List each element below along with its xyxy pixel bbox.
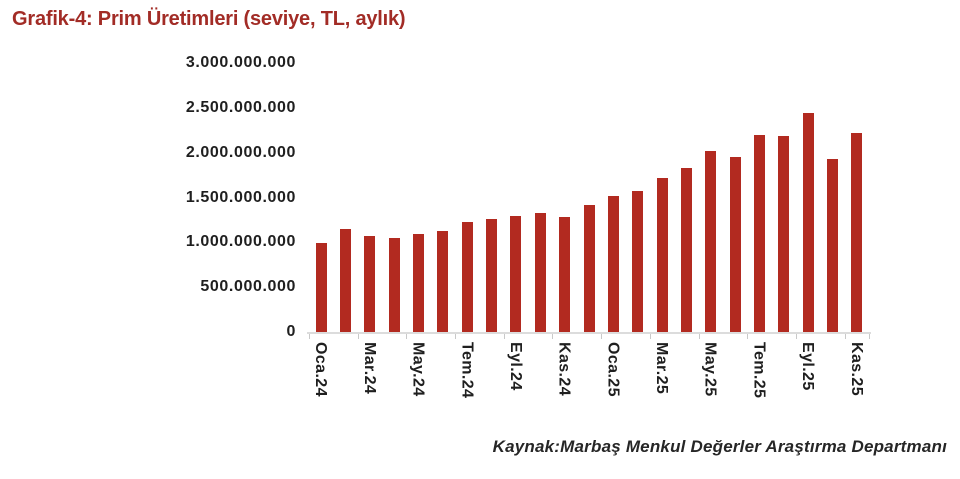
x-axis-line bbox=[307, 332, 871, 334]
x-axis-tick bbox=[698, 334, 700, 339]
bar-Haz.25 bbox=[729, 157, 741, 332]
bar-Ağu.24 bbox=[486, 219, 498, 332]
x-axis-tick-label: May.24 bbox=[409, 342, 427, 397]
x-axis-tick-label: Mar.25 bbox=[653, 342, 671, 395]
bar-Haz.24 bbox=[437, 230, 449, 332]
x-axis-tick-label: Oca.24 bbox=[312, 342, 330, 397]
y-axis-tick-label: 1.500.000.000 bbox=[185, 188, 296, 206]
x-axis-tick bbox=[309, 334, 310, 339]
x-axis-tick bbox=[795, 334, 797, 339]
bar-Tem.24 bbox=[461, 221, 473, 332]
x-axis-tick bbox=[357, 334, 359, 339]
bar-Ara.24 bbox=[583, 204, 595, 332]
y-axis-tick-label: 3.000.000.000 bbox=[185, 54, 296, 71]
bar-Eki.24 bbox=[534, 212, 546, 332]
x-axis-tick-label: Kas.25 bbox=[847, 342, 865, 396]
bar-Eyl.24 bbox=[510, 216, 522, 332]
bar-Nis.25 bbox=[680, 167, 692, 332]
bar-Kas.24 bbox=[559, 217, 571, 332]
bar-Mar.24 bbox=[364, 236, 376, 332]
bar-Oca.24 bbox=[315, 243, 327, 332]
x-axis-tick-label: May.25 bbox=[701, 342, 719, 397]
x-axis-tick bbox=[406, 334, 408, 339]
bar-Nis.24 bbox=[388, 237, 400, 332]
x-axis-tick bbox=[844, 334, 846, 339]
bar-Mar.25 bbox=[656, 177, 668, 332]
x-axis-tick bbox=[869, 334, 870, 339]
x-axis-tick-label: Tem.25 bbox=[750, 342, 768, 399]
bar-Kas.25 bbox=[851, 132, 863, 332]
x-axis-tick-label: Eyl.24 bbox=[506, 342, 524, 391]
bar-Ağu.25 bbox=[778, 135, 790, 332]
x-axis-tick bbox=[552, 334, 554, 339]
y-axis-tick-label: 0 bbox=[286, 323, 296, 340]
y-axis-tick-label: 1.000.000.000 bbox=[185, 233, 296, 251]
x-axis-tick-label: Tem.24 bbox=[458, 342, 476, 399]
x-axis-tick-label: Eyl.25 bbox=[799, 342, 817, 391]
x-axis-tick bbox=[503, 334, 505, 339]
chart-title: Grafik-4: Prim Üretimleri (seviye, TL, a… bbox=[12, 8, 406, 30]
bar-Eki.25 bbox=[826, 158, 838, 332]
x-axis-tick-label: Mar.24 bbox=[360, 342, 378, 395]
y-axis-tick-label: 500.000.000 bbox=[200, 278, 296, 296]
y-axis-tick-label: 2.500.000.000 bbox=[185, 98, 296, 116]
bar-Oca.25 bbox=[607, 195, 619, 332]
bar-May.24 bbox=[413, 234, 425, 332]
x-axis-tick-label: Oca.25 bbox=[604, 342, 622, 397]
bar-Eyl.25 bbox=[802, 113, 814, 332]
x-axis-tick-label: Kas.24 bbox=[555, 342, 573, 396]
y-axis-tick-label: 2.000.000.000 bbox=[185, 143, 296, 161]
x-axis-tick bbox=[601, 334, 603, 339]
bar-Şub.25 bbox=[632, 191, 644, 332]
bar-Şub.24 bbox=[340, 228, 352, 332]
bar-Tem.25 bbox=[753, 134, 765, 332]
bar-May.25 bbox=[705, 150, 717, 332]
x-axis-tick bbox=[455, 334, 457, 339]
x-axis-tick bbox=[649, 334, 651, 339]
source-attribution: Kaynak:Marbaş Menkul Değerler Araştırma … bbox=[492, 437, 947, 456]
x-axis-tick bbox=[747, 334, 749, 339]
